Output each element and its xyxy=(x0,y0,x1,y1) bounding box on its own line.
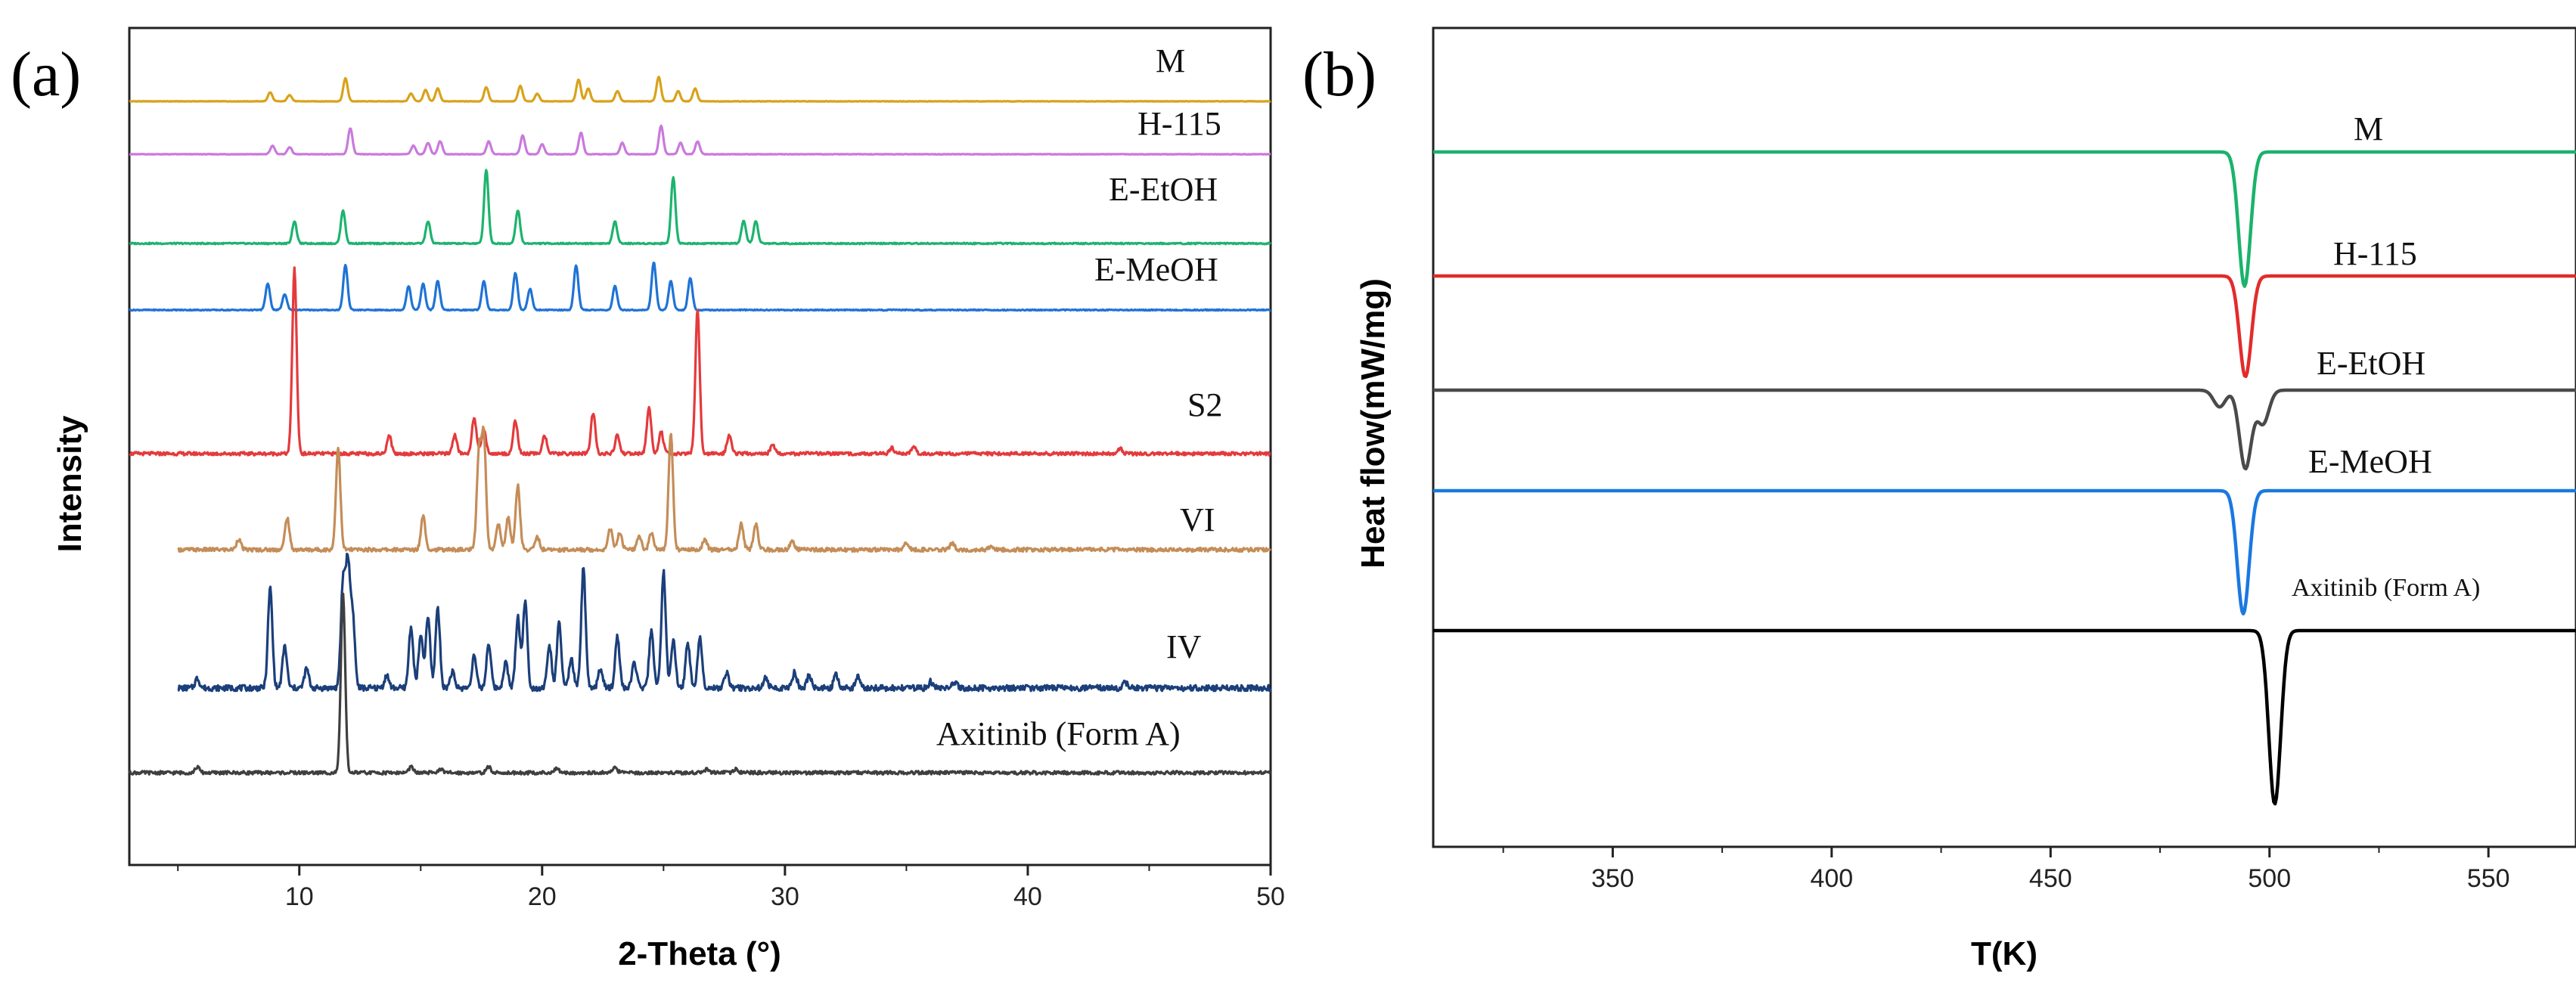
xrd-trace-vi xyxy=(177,425,1272,553)
xrd-tick-label: 20 xyxy=(528,882,557,911)
dsc-trace-axitinib-form-a xyxy=(1432,628,2576,806)
dsc-traces xyxy=(1432,150,2576,806)
dsc-trace-h-115 xyxy=(1432,274,2576,379)
xrd-label-m: M xyxy=(1156,42,1185,79)
dsc-label-h-115: H-115 xyxy=(2333,235,2417,272)
dsc-tick-label: 350 xyxy=(1591,864,1634,893)
dsc-plot-frame xyxy=(1432,26,2576,848)
xrd-trace-e-etoh xyxy=(129,169,1271,246)
xrd-tick-label: 50 xyxy=(1256,882,1285,911)
dsc-x-axis-title: T(K) xyxy=(1971,935,2038,972)
xrd-panel: M H-115 E-EtOH E-MeOH S2 VI IV Axitinib (Form A… xyxy=(51,26,1285,972)
xrd-tick-label: 40 xyxy=(1013,882,1042,911)
dsc-label-e-meoh: E-MeOH xyxy=(2308,443,2432,480)
xrd-tick-label: 30 xyxy=(771,882,799,911)
xrd-x-ticks: 10 20 30 40 50 xyxy=(177,865,1285,911)
xrd-label-axitinib-form-a: Axitinib (Form A) xyxy=(936,715,1181,752)
panel-b-label: (b) xyxy=(1302,39,1376,110)
dsc-label-axitinib-form-a: Axitinib (Form A) xyxy=(2292,574,2480,602)
xrd-label-e-etoh: E-EtOH xyxy=(1109,171,1218,208)
xrd-trace-e-meoh xyxy=(129,262,1271,312)
dsc-tick-label: 550 xyxy=(2467,864,2510,893)
dsc-label-m: M xyxy=(2354,110,2383,147)
dsc-trace-e-meoh xyxy=(1432,488,2576,616)
dsc-x-ticks: 350 400 450 500 550 xyxy=(1502,847,2510,893)
xrd-trace-m xyxy=(129,76,1271,103)
xrd-plot-frame xyxy=(128,26,1272,866)
dsc-trace-m xyxy=(1432,150,2576,288)
xrd-trace-iv xyxy=(177,553,1272,693)
dsc-tick-label: 400 xyxy=(1810,864,1853,893)
xrd-trace-h-115 xyxy=(129,124,1271,156)
dsc-y-axis-title: Heat flow(mW/mg) xyxy=(1355,278,1392,569)
xrd-label-s2: S2 xyxy=(1187,386,1222,423)
xrd-label-h-115: H-115 xyxy=(1137,105,1221,142)
xrd-tick-label: 10 xyxy=(285,882,314,911)
panel-a-label: (a) xyxy=(11,39,81,110)
xrd-label-iv: IV xyxy=(1166,628,1202,665)
dsc-label-e-etoh: E-EtOH xyxy=(2317,345,2425,382)
xrd-trace-axitinib-form-a xyxy=(128,592,1271,776)
xrd-trace-s2 xyxy=(129,266,1271,457)
xrd-x-axis-title: 2-Theta (°) xyxy=(618,935,781,972)
dsc-series-labels: M H-115 E-EtOH E-MeOH Axitinib (Form A) xyxy=(2292,110,2480,602)
dsc-tick-label: 450 xyxy=(2029,864,2072,893)
xrd-y-axis-title: Intensity xyxy=(51,415,88,552)
xrd-traces xyxy=(128,76,1272,776)
xrd-series-labels: M H-115 E-EtOH E-MeOH S2 VI IV Axitinib (Form A… xyxy=(936,42,1222,752)
xrd-label-vi: VI xyxy=(1180,501,1215,538)
dsc-trace-e-etoh xyxy=(1432,388,2576,471)
xrd-label-e-meoh: E-MeOH xyxy=(1094,251,1218,288)
dsc-tick-label: 500 xyxy=(2248,864,2291,893)
dsc-panel: M H-115 E-EtOH E-MeOH Axitinib (Form A) 350 4… xyxy=(1355,26,2576,972)
